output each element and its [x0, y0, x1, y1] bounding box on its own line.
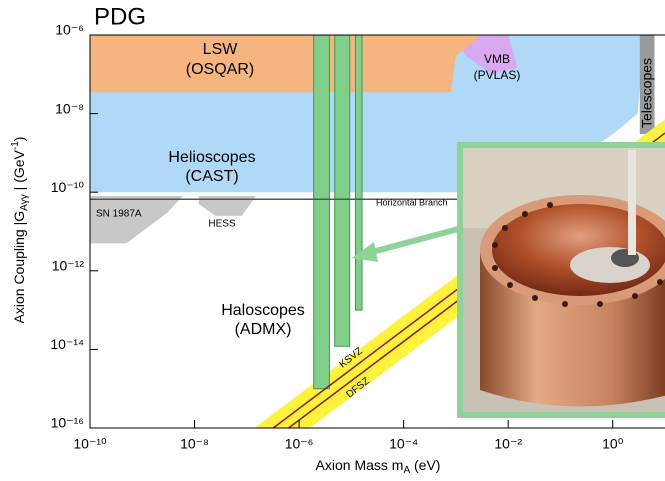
region [314, 35, 330, 389]
annotation: (CAST) [185, 168, 238, 185]
y-tick-label: 10⁻¹⁰ [51, 179, 85, 195]
annotation: Helioscopes [168, 149, 255, 166]
region [335, 35, 350, 346]
x-tick-label: 10⁻⁶ [285, 436, 314, 452]
y-label-sub: Aγγ [19, 194, 30, 211]
annotation: (ADMX) [235, 321, 292, 338]
x-label-text: Axion Mass m [316, 457, 404, 473]
x-tick-label: 10⁻⁴ [389, 436, 418, 452]
photo-inset [460, 145, 665, 415]
y-tick-label: 10⁻⁸ [55, 100, 84, 116]
x-label-text: (eV) [410, 457, 440, 473]
y-tick-label: 10⁻⁶ [55, 22, 84, 38]
region [356, 35, 363, 310]
annotation: Haloscopes [221, 302, 305, 319]
y-tick-label: 10⁻¹⁶ [51, 415, 84, 431]
arrow [352, 228, 462, 262]
annotation: LSW [203, 41, 239, 58]
x-tick-label: 10⁻¹⁰ [73, 436, 107, 452]
y-tick-label: 10⁻¹⁴ [50, 336, 84, 352]
chart: 10⁻¹⁰ 10⁻⁸ 10⁻⁶ 10⁻⁴ 10⁻² 10⁰ 10⁻⁶ 10⁻⁸ 10⁻¹⁰ 10⁻… [0, 0, 665, 481]
y-label-text: | (GeV [11, 149, 27, 194]
x-axis-label: Axion Mass mA (eV) [316, 457, 441, 476]
x-tick-label: 10⁻² [494, 436, 522, 452]
y-axis-label: Axion Coupling |GAγγ | (GeV-1) [10, 137, 30, 324]
region [90, 35, 481, 92]
annotation: VMB [484, 52, 510, 66]
annotation: HESS [208, 219, 236, 230]
annotation: (PVLAS) [474, 68, 521, 82]
annotation: Telescopes [639, 58, 655, 128]
annotation: (OSQAR) [186, 61, 254, 78]
y-label-text: Axion Coupling |G [11, 211, 27, 324]
region [90, 196, 183, 243]
y-tick-label: 10⁻¹² [52, 258, 85, 274]
y-label-text: ) [11, 137, 27, 142]
x-tick-label: 10⁰ [602, 436, 624, 452]
x-tick-label: 10⁻⁸ [180, 436, 209, 452]
annotation: Horizontal Branch [376, 197, 448, 207]
chart-title: PDG [94, 3, 146, 30]
annotation: SN 1987A [96, 209, 142, 220]
